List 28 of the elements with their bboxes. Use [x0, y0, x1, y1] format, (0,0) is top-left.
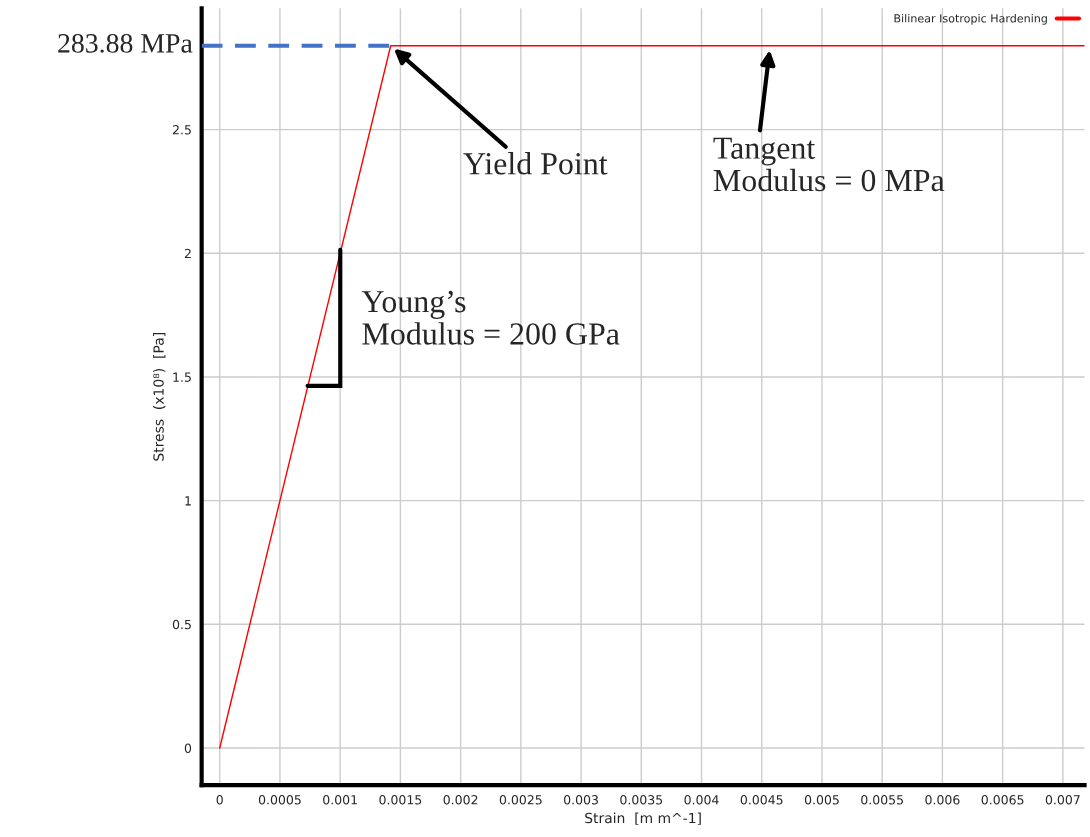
x-tick-label: 0.004: [684, 795, 719, 805]
y-tick-label: 0: [184, 743, 192, 753]
ref-line-label: 283.88 MPa: [58, 33, 193, 53]
annotation: Yield Point: [463, 152, 608, 175]
y-tick-label: 1.5: [173, 372, 191, 382]
x-tick-label: 0.007: [1045, 795, 1080, 805]
x-tick-label: 0.0045: [740, 795, 783, 805]
y-axis-title: Stress (x10⁸) [Pa]: [153, 333, 166, 461]
annotation: Young’s Modulus = 200 GPa: [361, 290, 620, 345]
x-tick-label: 0.003: [564, 795, 598, 805]
x-tick-label: 0.0035: [620, 795, 663, 805]
y-tick-label: 2.5: [172, 125, 191, 135]
y-tick-label: 2: [184, 248, 191, 259]
x-tick-label: 0.0015: [379, 795, 422, 805]
x-axis-title: Strain [m m^-1]: [585, 812, 701, 825]
y-tick-label: 0.5: [172, 619, 191, 630]
x-tick-label: 0.0065: [981, 795, 1024, 805]
x-tick-label: 0: [216, 795, 223, 805]
annotation: Tangent Modulus = 0 MPa: [713, 137, 945, 192]
legend-label: Bilinear Isotropic Hardening: [894, 13, 1047, 25]
x-tick-label: 0.005: [804, 795, 839, 805]
y-tick-label: 1: [185, 496, 191, 506]
x-tick-label: 0.0025: [499, 795, 542, 805]
x-tick-label: 0.002: [443, 795, 478, 805]
x-tick-label: 0.0055: [861, 795, 903, 805]
x-tick-label: 0.0005: [258, 795, 301, 805]
x-tick-label: 0.001: [323, 795, 357, 805]
x-tick-label: 0.006: [925, 795, 960, 805]
